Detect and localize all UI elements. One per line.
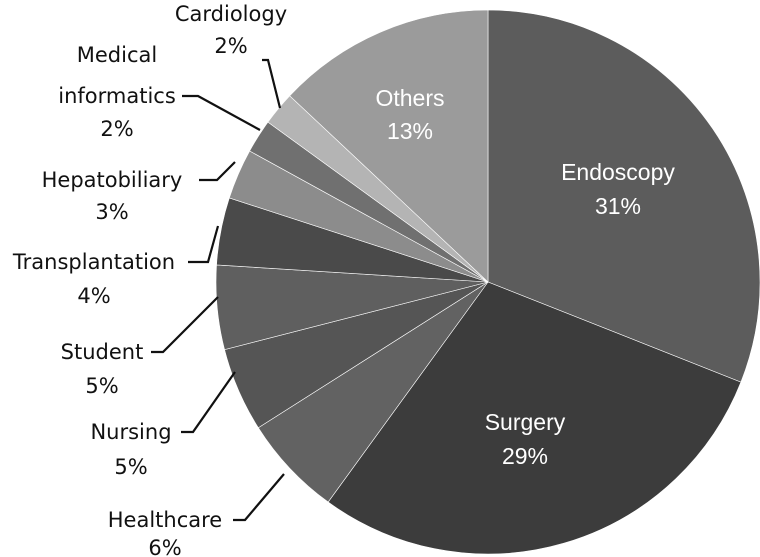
pie-slice-surgery [327,281,742,555]
leader-line-healthcare [233,473,285,522]
pie-slices [215,9,760,555]
slice-pct-nursing: 5% [114,455,147,479]
slice-pct-surgery: 29% [502,443,548,469]
slice-label-nursing: Nursing [90,420,171,444]
leader-line-transplantation [188,225,220,264]
slice-label-cardiology: Cardiology [175,2,287,26]
slice-pct-hepatobiliary: 3% [95,200,128,224]
leader-line-student [151,296,219,354]
leader-line-nursing [181,371,236,434]
slice-label-medical-informatics-line2: informatics [58,84,176,108]
slice-label-medical-informatics-line1: Medical [77,43,157,67]
slice-label-surgery: Surgery [485,409,566,435]
slice-pct-healthcare: 6% [148,536,181,557]
pie-slice-endoscopy [487,9,760,383]
slice-pct-medical-informatics: 2% [100,117,133,141]
slice-label-student: Student [61,340,144,364]
slice-label-transplantation: Transplantation [12,250,175,274]
slice-label-hepatobiliary: Hepatobiliary [42,168,183,192]
slice-pct-transplantation: 4% [77,284,110,308]
leader-lines [151,58,285,522]
slice-pct-cardiology: 2% [214,34,247,58]
slice-pct-student: 5% [85,374,118,398]
leader-line-cardiology [262,58,282,109]
slice-pct-endoscopy: 31% [595,193,641,219]
leader-line-hepatobiliary [199,161,236,182]
pie-slice-others [289,9,489,283]
slice-label-others: Others [375,85,444,111]
slice-label-endoscopy: Endoscopy [561,159,675,185]
slice-label-healthcare: Healthcare [108,508,222,532]
slice-pct-others: 13% [387,118,433,144]
leader-line-medical-informatics [182,94,261,131]
